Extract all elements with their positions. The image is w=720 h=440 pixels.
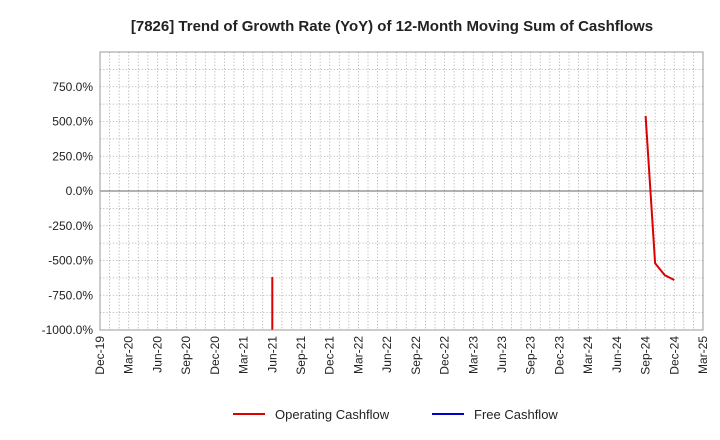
x-tick-label: Mar-21	[237, 336, 251, 374]
x-tick-label: Dec-23	[552, 336, 566, 375]
y-tick-label: -750.0%	[48, 288, 93, 302]
x-tick-label: Sep-21	[294, 336, 308, 375]
legend-label: Free Cashflow	[474, 407, 558, 422]
x-axis-ticks: Dec-19 Mar-20 Jun-20 Sep-20 Dec-20 Mar-21 Jun-…	[93, 336, 710, 375]
y-tick-label: -250.0%	[48, 219, 93, 233]
x-tick-label: Jun-24	[610, 336, 624, 373]
legend: Operating Cashflow Free Cashflow	[233, 407, 558, 422]
y-tick-label: 750.0%	[52, 80, 93, 94]
x-tick-label: Dec-24	[667, 336, 681, 375]
x-tick-label: Dec-21	[323, 336, 337, 375]
x-tick-label: Jun-22	[380, 336, 394, 373]
chart-title: [7826] Trend of Growth Rate (YoY) of 12-…	[131, 18, 653, 35]
series-lines	[271, 115, 675, 330]
x-tick-label: Sep-24	[639, 336, 653, 375]
x-tick-label: Jun-20	[150, 336, 164, 373]
x-tick-label: Mar-25	[696, 336, 710, 374]
y-tick-label: 250.0%	[52, 149, 93, 163]
x-tick-label: Sep-22	[409, 336, 423, 375]
plot-area-border	[99, 51, 704, 331]
x-tick-label: Jun-23	[495, 336, 509, 373]
x-tick-label: Mar-24	[581, 336, 595, 374]
y-tick-label: 0.0%	[66, 184, 94, 198]
y-axis-ticks: 750.0% 500.0% 250.0% 0.0% -250.0% -500.0% -750…	[42, 80, 94, 337]
x-tick-label: Sep-23	[524, 336, 538, 375]
y-tick-label: -500.0%	[48, 254, 93, 268]
x-tick-label: Sep-20	[179, 336, 193, 375]
x-tick-label: Dec-19	[93, 336, 107, 375]
y-tick-label: -1000.0%	[42, 323, 94, 337]
x-tick-label: Dec-22	[438, 336, 452, 375]
x-tick-label: Mar-22	[351, 336, 365, 374]
y-tick-label: 500.0%	[52, 115, 93, 129]
x-tick-label: Dec-20	[208, 336, 222, 375]
x-tick-label: Mar-23	[466, 336, 480, 374]
x-tick-label: Mar-20	[122, 336, 136, 374]
series-line-segment	[644, 115, 675, 281]
x-tick-label: Jun-21	[265, 336, 279, 373]
legend-label: Operating Cashflow	[275, 407, 390, 422]
grid-lines	[100, 51, 703, 330]
